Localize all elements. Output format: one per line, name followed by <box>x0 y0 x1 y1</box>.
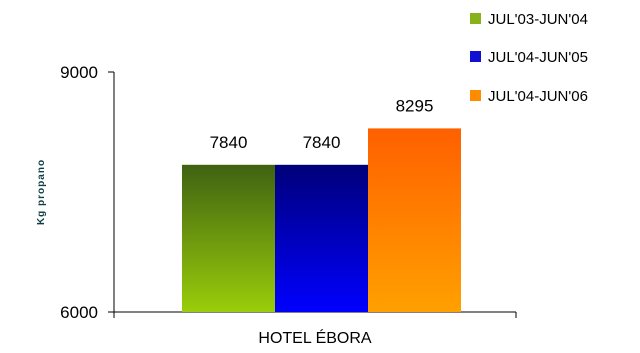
y-axis-label: Kg propano <box>36 159 47 225</box>
bar-1 <box>275 164 368 312</box>
bar-value-label-0: 7840 <box>210 133 248 152</box>
y-tick-label-top: 9000 <box>60 63 98 82</box>
bar-value-label-2: 8295 <box>396 96 434 115</box>
legend-label-2: JUL'04-JUN'06 <box>488 88 588 105</box>
bar-2 <box>368 128 461 312</box>
bar-value-label-1: 7840 <box>303 133 341 152</box>
legend-swatch-2 <box>470 90 481 101</box>
x-category-label: HOTEL ÉBORA <box>258 328 372 347</box>
legend-swatch-1 <box>470 51 481 62</box>
y-tick-label-bottom: 6000 <box>60 303 98 322</box>
legend-label-1: JUL'04-JUN'05 <box>488 49 588 66</box>
legend: JUL'03-JUN'04 JUL'04-JUN'05 JUL'04-JUN'0… <box>470 11 588 105</box>
legend-label-0: JUL'03-JUN'04 <box>488 11 588 28</box>
legend-swatch-0 <box>470 13 481 24</box>
bar-0 <box>182 164 275 312</box>
